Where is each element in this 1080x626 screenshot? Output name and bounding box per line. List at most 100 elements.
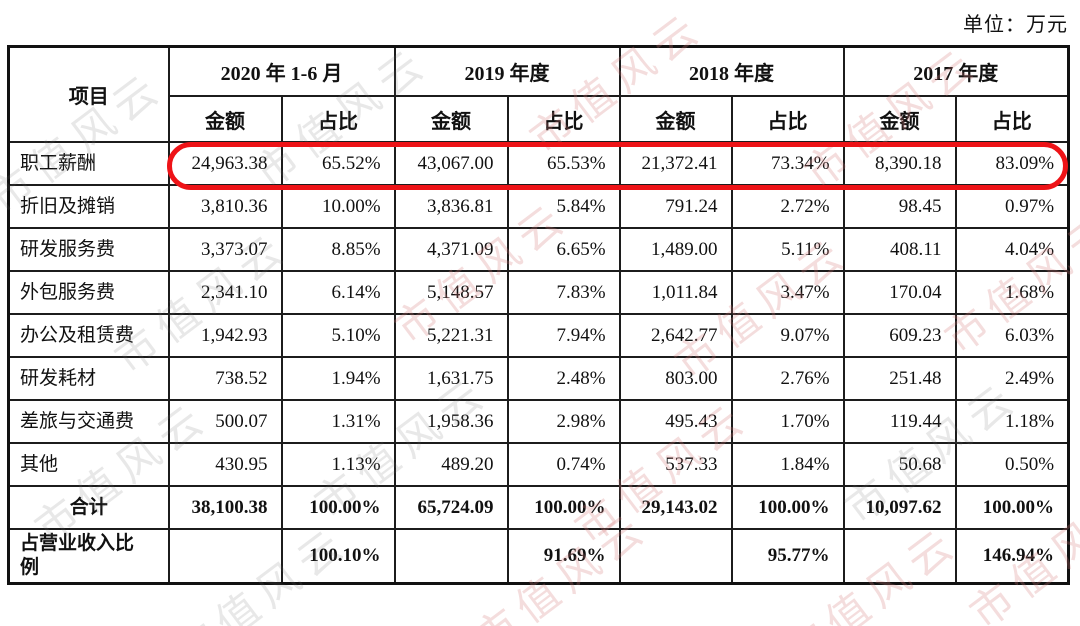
row-label: 差旅与交通费 (7, 399, 170, 444)
ratio-cell: 73.34% (730, 141, 845, 186)
row-label: 办公及租赁费 (7, 313, 170, 358)
col-header-amount: 金额 (167, 95, 283, 143)
amount-cell: 119.44 (842, 399, 957, 444)
ratio-cell: 4.04% (954, 227, 1070, 272)
amount-cell: 3,810.36 (167, 184, 283, 229)
col-header-period-2019: 2019 年度 (393, 45, 621, 97)
amount-cell: 1,011.84 (618, 270, 733, 315)
ratio-cell: 7.83% (506, 270, 621, 315)
ratio-cell: 1.70% (730, 399, 845, 444)
amount-cell: 5,148.57 (393, 270, 509, 315)
ratio-cell: 5.84% (506, 184, 621, 229)
row-label: 占营业收入比例 (7, 528, 170, 584)
amount-cell (393, 528, 509, 584)
row-label: 合计 (7, 485, 170, 530)
ratio-cell: 10.00% (280, 184, 396, 229)
amount-cell: 1,958.36 (393, 399, 509, 444)
row-label: 研发耗材 (7, 356, 170, 401)
amount-cell: 738.52 (167, 356, 283, 401)
ratio-cell: 0.97% (954, 184, 1070, 229)
ratio-cell: 100.00% (506, 485, 621, 530)
ratio-cell: 5.11% (730, 227, 845, 272)
amount-cell: 495.43 (618, 399, 733, 444)
amount-cell: 65,724.09 (393, 485, 509, 530)
ratio-cell: 2.98% (506, 399, 621, 444)
ratio-cell: 9.07% (730, 313, 845, 358)
ratio-cell: 83.09% (954, 141, 1070, 186)
amount-cell: 2,642.77 (618, 313, 733, 358)
col-header-period-2018: 2018 年度 (618, 45, 845, 97)
amount-cell: 98.45 (842, 184, 957, 229)
amount-cell: 3,836.81 (393, 184, 509, 229)
ratio-cell: 3.47% (730, 270, 845, 315)
amount-cell: 1,942.93 (167, 313, 283, 358)
table-row: 折旧及摊销 3,810.36 10.00% 3,836.81 5.84% 791.24 2.… (7, 184, 1070, 229)
col-header-period-2017: 2017 年度 (842, 45, 1070, 97)
ratio-cell: 100.00% (954, 485, 1070, 530)
col-header-ratio: 占比 (954, 95, 1070, 143)
amount-cell: 251.48 (842, 356, 957, 401)
table-row: 研发服务费 3,373.07 8.85% 4,371.09 6.65% 1,489.00 5… (7, 227, 1070, 272)
amount-cell: 29,143.02 (618, 485, 733, 530)
table-row: 占营业收入比例 100.10% 91.69% 95.77% 146.94% (7, 528, 1070, 584)
amount-cell: 430.95 (167, 442, 283, 487)
ratio-cell: 0.74% (506, 442, 621, 487)
amount-cell (842, 528, 957, 584)
amount-cell: 500.07 (167, 399, 283, 444)
ratio-cell: 65.53% (506, 141, 621, 186)
ratio-cell: 1.68% (954, 270, 1070, 315)
ratio-cell: 0.50% (954, 442, 1070, 487)
amount-cell: 38,100.38 (167, 485, 283, 530)
amount-cell: 609.23 (842, 313, 957, 358)
row-label: 职工薪酬 (7, 141, 170, 186)
amount-cell: 489.20 (393, 442, 509, 487)
unit-label: 单位：万元 (963, 14, 1068, 36)
ratio-cell: 100.10% (280, 528, 396, 584)
ratio-cell: 8.85% (280, 227, 396, 272)
ratio-cell: 1.94% (280, 356, 396, 401)
ratio-cell: 91.69% (506, 528, 621, 584)
ratio-cell: 2.48% (506, 356, 621, 401)
table-row: 合计 38,100.38 100.00% 65,724.09 100.00% 29,143… (7, 485, 1070, 530)
ratio-cell: 1.13% (280, 442, 396, 487)
ratio-cell: 1.31% (280, 399, 396, 444)
amount-cell (167, 528, 283, 584)
amount-cell: 791.24 (618, 184, 733, 229)
table-row: 外包服务费 2,341.10 6.14% 5,148.57 7.83% 1,011.84 3… (7, 270, 1070, 315)
col-header-ratio: 占比 (280, 95, 396, 143)
amount-cell: 803.00 (618, 356, 733, 401)
col-header-item: 项目 (7, 45, 170, 143)
row-label: 其他 (7, 442, 170, 487)
amount-cell: 24,963.38 (167, 141, 283, 186)
ratio-cell: 6.03% (954, 313, 1070, 358)
ratio-cell: 1.18% (954, 399, 1070, 444)
amount-cell: 2,341.10 (167, 270, 283, 315)
amount-cell: 5,221.31 (393, 313, 509, 358)
table-row: 办公及租赁费 1,942.93 5.10% 5,221.31 7.94% 2,642.77… (7, 313, 1070, 358)
expense-table: 项目 2020 年 1-6 月 2019 年度 2018 年度 2017 年度 … (7, 45, 1071, 585)
row-label: 研发服务费 (7, 227, 170, 272)
amount-cell: 170.04 (842, 270, 957, 315)
table-row: 职工薪酬 24,963.38 65.52% 43,067.00 65.53% 21,372… (7, 141, 1070, 186)
amount-cell: 10,097.62 (842, 485, 957, 530)
ratio-cell: 1.84% (730, 442, 845, 487)
ratio-cell: 146.94% (954, 528, 1070, 584)
amount-cell (618, 528, 733, 584)
amount-cell: 1,631.75 (393, 356, 509, 401)
ratio-cell: 100.00% (730, 485, 845, 530)
col-header-period-2020h1: 2020 年 1-6 月 (167, 45, 396, 97)
col-header-amount: 金额 (842, 95, 957, 143)
ratio-cell: 6.14% (280, 270, 396, 315)
table-row: 研发耗材 738.52 1.94% 1,631.75 2.48% 803.00 2.76% 2… (7, 356, 1070, 401)
ratio-cell: 2.72% (730, 184, 845, 229)
amount-cell: 408.11 (842, 227, 957, 272)
col-header-amount: 金额 (393, 95, 509, 143)
ratio-cell: 2.49% (954, 356, 1070, 401)
ratio-cell: 65.52% (280, 141, 396, 186)
amount-cell: 8,390.18 (842, 141, 957, 186)
ratio-cell: 95.77% (730, 528, 845, 584)
amount-cell: 43,067.00 (393, 141, 509, 186)
table-row: 其他 430.95 1.13% 489.20 0.74% 537.33 1.84% 50.68… (7, 442, 1070, 487)
table-row: 差旅与交通费 500.07 1.31% 1,958.36 2.98% 495.43 1.70… (7, 399, 1070, 444)
